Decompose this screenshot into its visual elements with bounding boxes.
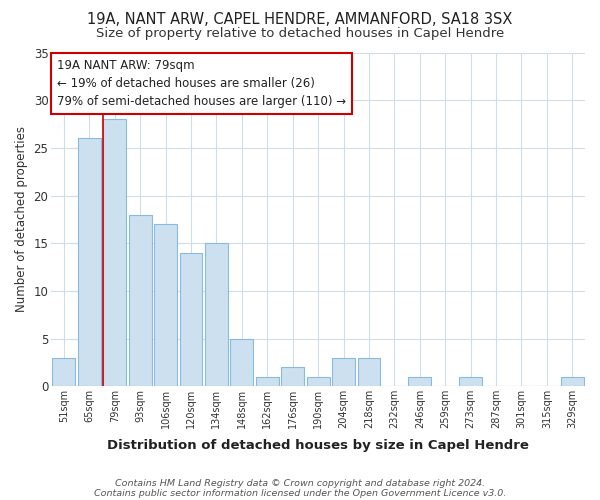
- Bar: [358, 358, 380, 386]
- Text: Size of property relative to detached houses in Capel Hendre: Size of property relative to detached ho…: [96, 28, 504, 40]
- Bar: [154, 224, 177, 386]
- Bar: [307, 376, 329, 386]
- Bar: [561, 376, 584, 386]
- Bar: [256, 376, 279, 386]
- Bar: [129, 214, 152, 386]
- Text: Contains HM Land Registry data © Crown copyright and database right 2024.: Contains HM Land Registry data © Crown c…: [115, 478, 485, 488]
- Bar: [179, 252, 202, 386]
- Bar: [459, 376, 482, 386]
- Y-axis label: Number of detached properties: Number of detached properties: [15, 126, 28, 312]
- Text: 19A, NANT ARW, CAPEL HENDRE, AMMANFORD, SA18 3SX: 19A, NANT ARW, CAPEL HENDRE, AMMANFORD, …: [88, 12, 512, 28]
- Bar: [230, 338, 253, 386]
- X-axis label: Distribution of detached houses by size in Capel Hendre: Distribution of detached houses by size …: [107, 440, 529, 452]
- Bar: [52, 358, 76, 386]
- Bar: [332, 358, 355, 386]
- Text: Contains public sector information licensed under the Open Government Licence v3: Contains public sector information licen…: [94, 488, 506, 498]
- Bar: [78, 138, 101, 386]
- Bar: [205, 243, 228, 386]
- Bar: [281, 367, 304, 386]
- Bar: [103, 119, 126, 386]
- Bar: [409, 376, 431, 386]
- Text: 19A NANT ARW: 79sqm
← 19% of detached houses are smaller (26)
79% of semi-detach: 19A NANT ARW: 79sqm ← 19% of detached ho…: [56, 59, 346, 108]
